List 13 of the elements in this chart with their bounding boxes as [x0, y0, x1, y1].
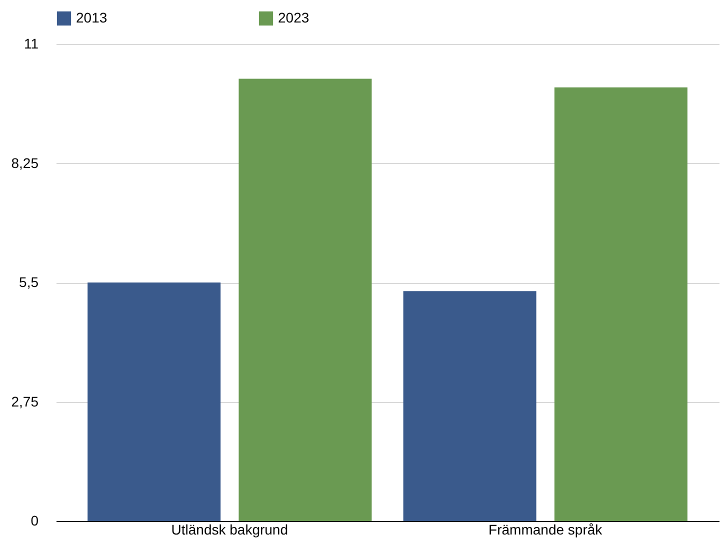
bar — [238, 78, 372, 521]
bar — [554, 87, 688, 521]
bar — [88, 282, 221, 521]
legend-label: 2013 — [76, 9, 108, 26]
y-tick-label: 11 — [24, 36, 39, 52]
x-tick-label: Främmande språk — [488, 522, 604, 538]
y-tick-label: 0 — [30, 512, 39, 528]
y-tick-label: 5,5 — [19, 274, 39, 290]
x-tick-label: Utländsk bakgrund — [171, 522, 288, 538]
y-tick-label: 8,25 — [11, 154, 39, 171]
bar — [403, 291, 536, 521]
legend-label: 2023 — [278, 9, 310, 26]
y-tick-label: 2,75 — [11, 393, 39, 410]
